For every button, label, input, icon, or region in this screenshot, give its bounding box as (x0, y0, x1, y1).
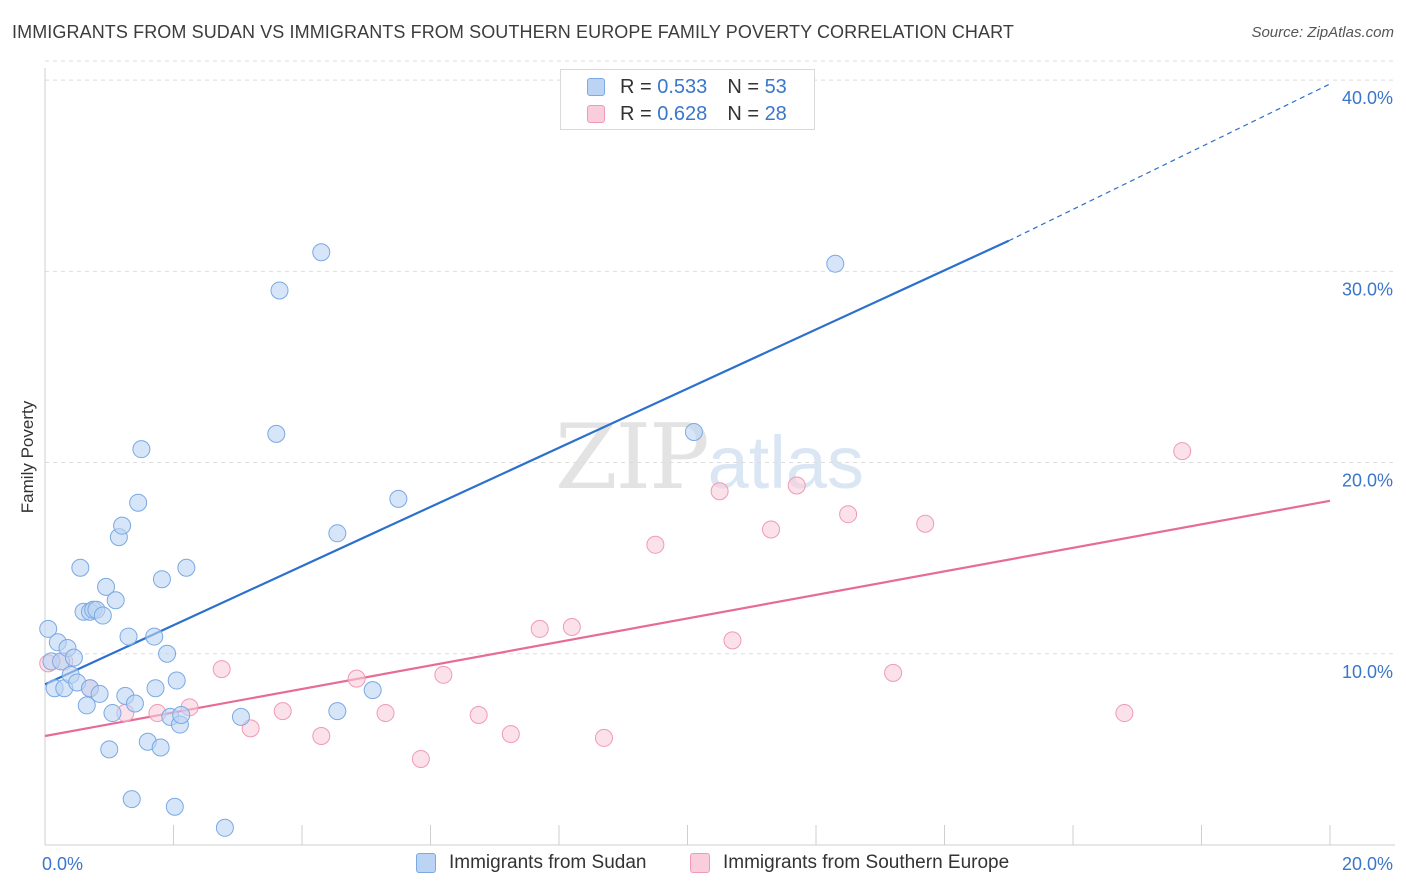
sudan-point (328, 524, 347, 543)
sudan-point (158, 644, 177, 663)
sudan-point (100, 740, 119, 759)
points-layer (39, 243, 1192, 837)
sudan-point (129, 493, 148, 512)
southern-europe-point (916, 514, 935, 533)
sudan-point (231, 707, 250, 726)
r-value: 0.533 (657, 76, 708, 98)
n-value: 53 (764, 76, 787, 98)
stats-legend-text: R = 0.628 N = 28 (620, 103, 787, 126)
southern-europe-point (723, 631, 742, 650)
southern-europe-legend-swatch (690, 853, 710, 873)
sudan-point (172, 705, 191, 724)
southern-europe-point (787, 476, 806, 495)
y-tick-label: 40.0% (1342, 88, 1393, 108)
southern-europe-point (312, 727, 331, 746)
sudan-point (826, 254, 845, 273)
sudan-point (167, 671, 186, 690)
southern-europe-point (241, 719, 260, 738)
grid-layer (45, 60, 1395, 655)
r-label: R = (620, 103, 658, 125)
sudan-point (132, 440, 151, 459)
sudan-point (71, 558, 90, 577)
y-tick-label: 30.0% (1342, 279, 1393, 299)
sudan-point (97, 577, 116, 596)
southern-europe-point (434, 665, 453, 684)
southern-europe-point (710, 482, 729, 501)
x-tick-label: 20.0% (1342, 854, 1393, 874)
chart-title: IMMIGRANTS FROM SUDAN VS IMMIGRANTS FROM… (12, 22, 1015, 42)
sudan-point (113, 516, 132, 535)
sudan-trend-line (44, 239, 1010, 686)
southern-europe-point (594, 728, 613, 747)
southern-europe-point (273, 702, 292, 721)
southern-europe-point (884, 663, 903, 682)
sudan-point (106, 591, 125, 610)
tick-label-layer: 10.0% 20.0% 30.0% 40.0% 0.0% 20.0% (42, 88, 1393, 874)
sudan-point (145, 627, 164, 646)
southern-europe-point (562, 618, 581, 637)
sudan-point (103, 704, 122, 723)
sudan-point (151, 738, 170, 757)
y-tick-label: 10.0% (1342, 662, 1393, 682)
y-tick-label: 20.0% (1342, 471, 1393, 491)
r-value: 0.628 (657, 103, 708, 125)
sudan-point (122, 790, 141, 809)
sudan-point (39, 619, 58, 638)
sudan-point (389, 489, 408, 508)
stats-legend-text: R = 0.533 N = 53 (620, 76, 787, 99)
sudan-point (312, 243, 331, 262)
southern-europe-point (530, 619, 549, 638)
southern-europe-point (469, 705, 488, 724)
axis-layer (44, 68, 1395, 846)
n-label: N = (727, 76, 765, 98)
sudan-point (152, 570, 171, 589)
sudan-point (165, 797, 184, 816)
sudan-swatch (587, 78, 605, 96)
watermark-zip: ZIP (555, 405, 710, 510)
southern-europe-swatch (587, 105, 605, 123)
sudan-point (119, 627, 138, 646)
stats-legend: R = 0.533 N = 53 R = 0.628 N = 28 (560, 69, 815, 130)
sudan-point (267, 424, 286, 443)
sudan-point (270, 281, 289, 300)
southern-europe-point (1115, 704, 1134, 723)
x-tick-label: 0.0% (42, 854, 83, 874)
southern-europe-point (347, 669, 366, 688)
sudan-point (93, 606, 112, 625)
sudan-point (177, 558, 196, 577)
southern-europe-trend-line (44, 499, 1331, 738)
r-label: R = (620, 76, 658, 98)
southern-europe-point (212, 660, 231, 679)
n-value: 28 (764, 103, 787, 125)
southern-europe-point (762, 520, 781, 539)
sudan-point (64, 648, 83, 667)
sudan-legend-swatch (416, 853, 436, 873)
source-label: Source: ZipAtlas.com (1251, 24, 1394, 41)
southern-europe-point (646, 535, 665, 554)
sudan-trend-extension (1008, 83, 1331, 242)
southern-europe-point (411, 749, 430, 768)
southern-europe-point (376, 704, 395, 723)
southern-europe-point (839, 505, 858, 524)
trend-layer (44, 83, 1331, 738)
sudan-point (215, 818, 234, 837)
legend-label-sudan: Immigrants from Sudan (449, 852, 647, 873)
sudan-point (363, 681, 382, 700)
n-label: N = (727, 103, 765, 125)
sudan-point (328, 702, 347, 721)
southern-europe-point (1173, 442, 1192, 461)
sudan-point (125, 694, 144, 713)
sudan-point (77, 696, 96, 715)
southern-europe-point (501, 725, 520, 744)
sudan-point (146, 679, 165, 698)
sudan-point (684, 422, 703, 441)
sudan-point (90, 684, 109, 703)
legend-label-southern-europe: Immigrants from Southern Europe (723, 852, 1010, 873)
